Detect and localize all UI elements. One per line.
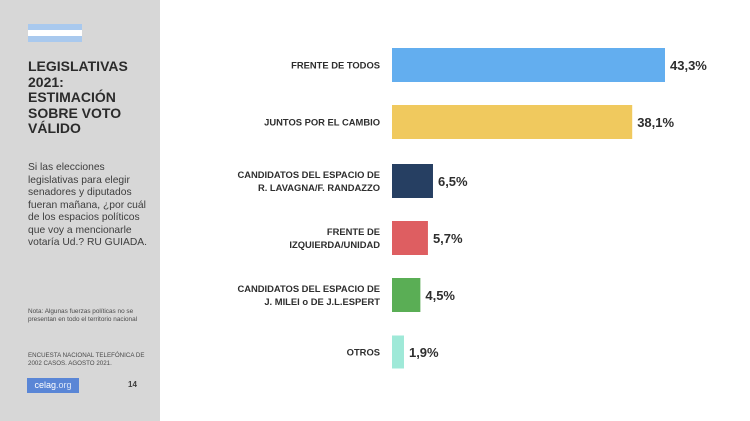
category-label-5-0: OTROS: [347, 347, 380, 358]
bar-2: [392, 164, 433, 198]
bar-0: [392, 48, 665, 82]
value-label-2: 6,5%: [438, 174, 468, 189]
value-label-5: 1,9%: [409, 345, 439, 360]
category-label-3-0: FRENTE DE: [327, 226, 380, 237]
logo-ext-text: .org: [56, 380, 72, 390]
argentina-flag-icon: [28, 24, 82, 42]
value-label-4: 4,5%: [425, 288, 455, 303]
bar-5: [392, 335, 404, 369]
category-label-2-1: R. LAVAGNA/F. RANDAZZO: [258, 182, 380, 193]
value-label-1: 38,1%: [637, 115, 674, 130]
category-label-1-0: JUNTOS POR EL CAMBIO: [264, 117, 380, 128]
survey-source: ENCUESTA NACIONAL TELEFÓNICA DE 2002 CAS…: [28, 352, 145, 367]
category-label-2-0: CANDIDATOS DEL ESPACIO DE: [237, 169, 380, 180]
flag-stripe-bottom: [28, 36, 82, 42]
footnote: Nota: Algunas fuerzas políticas no se pr…: [28, 308, 138, 323]
category-label-3-1: IZQUIERDA/UNIDAD: [289, 239, 380, 250]
flag-stripe-top: [28, 24, 82, 30]
sidebar-panel: LEGISLATIVAS 2021: ESTIMACIÓN SOBRE VOTO…: [0, 0, 160, 421]
logo-main-text: celag: [34, 380, 56, 390]
category-label-4-0: CANDIDATOS DEL ESPACIO DE: [237, 283, 380, 294]
value-label-0: 43,3%: [670, 58, 707, 73]
page-number: 14: [128, 380, 137, 389]
bar-1: [392, 105, 633, 139]
value-label-3: 5,7%: [433, 231, 463, 246]
bar-3: [392, 221, 428, 255]
flag-stripe-middle: [28, 30, 82, 36]
survey-question: Si las elecciones legislativas para eleg…: [28, 162, 148, 248]
category-label-4-1: J. MILEI o DE J.L.ESPERT: [264, 296, 380, 307]
celag-logo: celag.org: [27, 378, 79, 393]
slide-title: LEGISLATIVAS 2021: ESTIMACIÓN SOBRE VOTO…: [28, 58, 128, 136]
category-label-0-0: FRENTE DE TODOS: [291, 60, 380, 71]
bar-4: [392, 278, 421, 312]
